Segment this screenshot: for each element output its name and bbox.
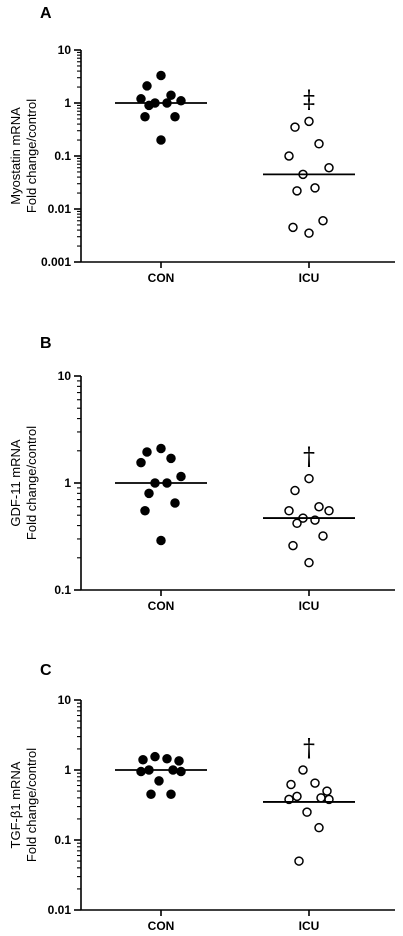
- data-point: [318, 531, 328, 541]
- data-point: [316, 793, 326, 803]
- y-tick-label: 1: [64, 96, 71, 110]
- data-point: [136, 766, 146, 777]
- data-point: [288, 540, 298, 551]
- data-point: [292, 186, 302, 196]
- x-tick-label-con: CON: [148, 271, 175, 285]
- data-point: [146, 789, 156, 800]
- data-point: [154, 776, 164, 786]
- panel-b: B 0.1 1 10 CON ICU GDF-11 mRNA Fold change/cont…: [8, 335, 395, 613]
- data-point: [292, 518, 302, 529]
- data-point: [150, 751, 160, 762]
- data-point: [138, 755, 148, 765]
- y-axis-subtitle: Fold change/control: [24, 99, 39, 213]
- data-point: [176, 471, 186, 482]
- data-point: [288, 222, 298, 233]
- data-point: [290, 485, 300, 496]
- data-point: [322, 786, 332, 796]
- data-point: [310, 183, 320, 193]
- data-point: [142, 81, 152, 91]
- data-point: [298, 765, 308, 775]
- significance-marker: †: [303, 443, 315, 471]
- data-point: [284, 151, 294, 161]
- data-point: [156, 535, 166, 546]
- data-point: [166, 789, 176, 800]
- data-point: [136, 457, 146, 468]
- panel-letter: C: [40, 662, 52, 679]
- x-tick-label-icu: ICU: [299, 599, 320, 613]
- series-con: [115, 70, 207, 145]
- significance-marker: †: [303, 734, 315, 762]
- y-tick-label: 1: [64, 476, 71, 490]
- data-point: [162, 753, 172, 764]
- data-point: [304, 116, 314, 127]
- data-point: [144, 488, 154, 499]
- data-point: [324, 506, 334, 516]
- series-con: [115, 751, 207, 800]
- x-tick-label-icu: ICU: [299, 271, 320, 285]
- data-point: [310, 778, 320, 788]
- data-point: [176, 766, 186, 777]
- data-point: [292, 791, 302, 802]
- series-icu: [263, 473, 355, 568]
- data-point: [166, 90, 176, 101]
- data-point: [314, 822, 324, 833]
- y-tick-label: 10: [58, 43, 72, 57]
- data-point: [156, 70, 166, 81]
- y-axis-subtitle: Fold change/control: [24, 426, 39, 540]
- x-tick-label-con: CON: [148, 599, 175, 613]
- y-axis-title: GDF-11 mRNA: [8, 439, 23, 526]
- y-tick-label: 0.1: [54, 149, 71, 163]
- data-point: [294, 856, 304, 866]
- data-point: [170, 112, 180, 122]
- panel-a: A 0.001 0.01 0.1 1 10 CON ICU Myostatin mRNA Fold…: [8, 5, 395, 285]
- y-tick-label: 0.01: [48, 903, 72, 917]
- data-point: [304, 473, 314, 484]
- y-axis-title: Myostatin mRNA: [8, 107, 23, 205]
- data-point: [314, 501, 324, 512]
- data-point: [304, 228, 314, 238]
- data-point: [304, 557, 314, 568]
- data-point: [140, 112, 150, 122]
- y-tick-label: 10: [58, 693, 72, 707]
- data-point: [142, 447, 152, 457]
- data-point: [324, 163, 334, 173]
- data-point: [156, 135, 166, 145]
- y-tick-label: 0.001: [41, 255, 71, 269]
- data-point: [140, 506, 150, 516]
- data-point: [166, 453, 176, 464]
- panel-letter: A: [40, 5, 52, 22]
- data-point: [170, 498, 180, 508]
- series-con: [115, 443, 207, 546]
- series-icu: [263, 765, 355, 866]
- data-point: [290, 122, 300, 132]
- panel-c: C 0.01 0.1 1 10 CON ICU TGF-β1 mRNA Fold change/…: [8, 662, 395, 933]
- x-tick-label-icu: ICU: [299, 919, 320, 933]
- significance-marker: ‡: [303, 85, 315, 113]
- data-point: [286, 779, 296, 790]
- y-tick-label: 10: [58, 369, 72, 383]
- data-point: [318, 216, 328, 226]
- y-tick-label: 0.1: [54, 583, 71, 597]
- panel-letter: B: [40, 335, 52, 352]
- y-tick-label: 0.01: [48, 202, 72, 216]
- x-tick-label-con: CON: [148, 919, 175, 933]
- series-icu: [263, 116, 355, 238]
- data-point: [284, 506, 294, 516]
- data-point: [156, 443, 166, 454]
- y-tick-label: 0.1: [54, 833, 71, 847]
- data-point: [314, 139, 324, 149]
- data-point: [302, 807, 312, 817]
- y-axis-subtitle: Fold change/control: [24, 748, 39, 862]
- y-tick-label: 1: [64, 763, 71, 777]
- y-axis-title: TGF-β1 mRNA: [8, 761, 23, 848]
- data-point: [136, 94, 146, 104]
- data-point: [174, 756, 184, 766]
